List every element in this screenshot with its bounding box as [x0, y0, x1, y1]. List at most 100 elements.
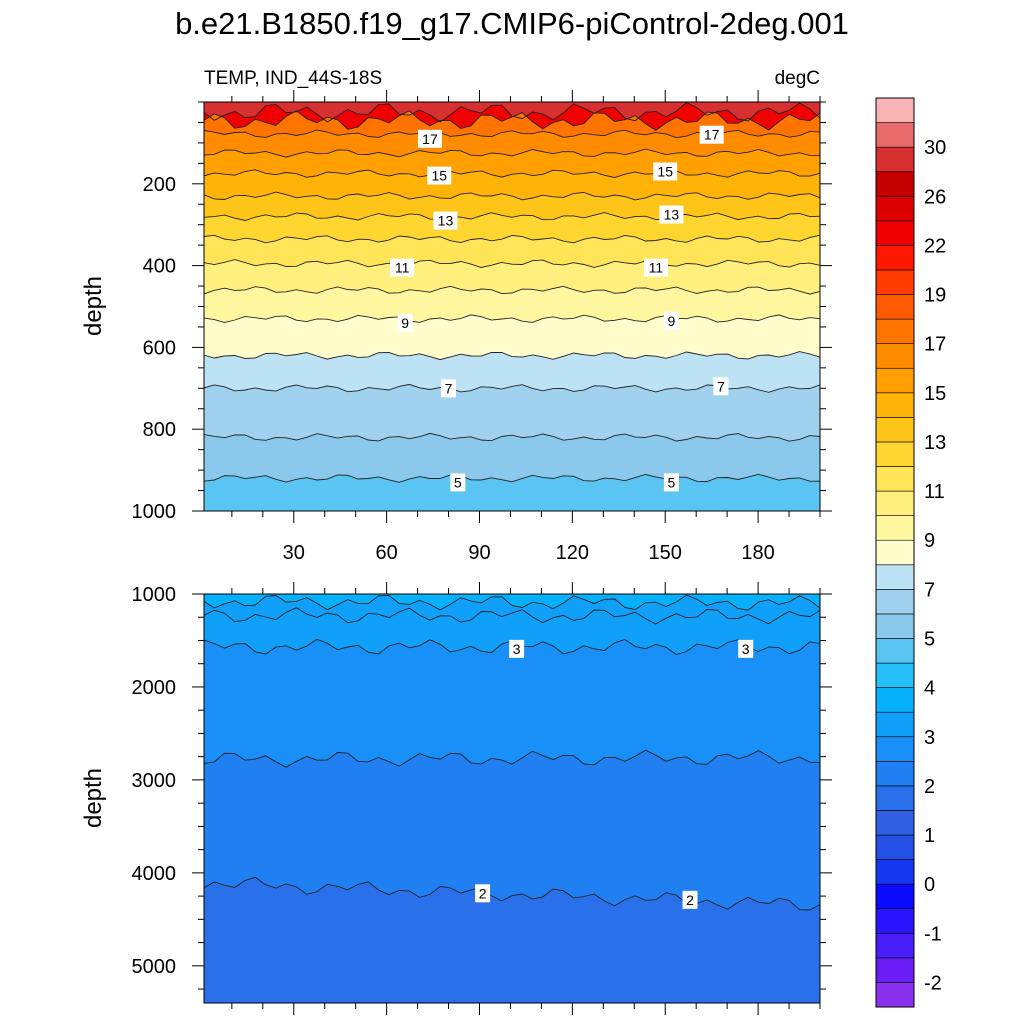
colorbar-legend: -2 -1 0 1 2 3 4 5 7 9 11 13 15 17 19 22 26 30	[875, 97, 946, 1008]
lower-contour-label-4: 2	[682, 890, 698, 909]
upper-contour-label-4: 15	[653, 162, 678, 181]
svg-text:3: 3	[513, 641, 521, 657]
upper-isotherm-line-4	[204, 148, 820, 158]
svg-text:5: 5	[668, 474, 676, 490]
colorbar-swatch-6	[875, 859, 915, 885]
colorbar-swatch-16	[875, 613, 915, 639]
colorbar-swatch-24	[875, 417, 915, 443]
svg-text:3: 3	[742, 641, 750, 657]
lower-y-tick-label-5: 5000	[132, 956, 177, 978]
colorbar-swatch-18	[875, 564, 915, 590]
lower-isotherm-line-1	[204, 594, 820, 611]
x-axis-ticks: 30 60 90 120 150 180	[231, 90, 821, 564]
x-tick-label-6: 180	[741, 542, 774, 564]
svg-text:2: 2	[479, 885, 487, 901]
upper-contour-label-6: 13	[659, 205, 684, 224]
svg-text:5: 5	[454, 474, 462, 490]
colorbar-swatch-29	[875, 294, 915, 320]
units-subtitle: degC	[775, 68, 820, 89]
colorbar-tick-label-1: -2	[924, 972, 942, 994]
colorbar-swatch-26	[875, 367, 915, 394]
upper-isotherm-line-7	[204, 212, 820, 221]
colorbar-tick-label-16: 22	[924, 235, 946, 257]
lower-temperature-band-5	[204, 749, 820, 911]
colorbar-swatch-11	[875, 736, 915, 762]
upper-isotherm-line-2	[204, 110, 820, 131]
colorbar-tick-label-11: 11	[924, 481, 945, 503]
colorbar-swatch-35	[875, 146, 915, 173]
upper-contour-lines	[204, 102, 820, 483]
x-tick-label-2: 60	[376, 542, 398, 564]
colorbar-swatch-23	[875, 441, 915, 467]
upper-temperature-band-12	[204, 314, 820, 360]
svg-text:13: 13	[438, 213, 454, 229]
lower-y-tick-label-4: 4000	[132, 863, 177, 885]
upper-contour-label-12: 7	[713, 377, 729, 396]
colorbar-tick-label-14: 17	[924, 334, 946, 356]
lower-plot-frame	[203, 593, 821, 1004]
colorbar-swatch-4	[875, 908, 915, 934]
upper-isotherm-line-14	[204, 432, 820, 442]
upper-contour-label-8: 11	[643, 258, 668, 277]
upper-contour-label-11: 7	[441, 379, 457, 398]
colorbar-swatch-9	[875, 785, 915, 811]
upper-isotherm-line-1	[204, 102, 820, 123]
lower-y-tick-label-2: 2000	[132, 677, 177, 699]
upper-contour-label-3: 15	[427, 166, 452, 185]
colorbar-swatch-17	[875, 589, 915, 615]
upper-contour-label-14: 5	[663, 473, 679, 492]
svg-text:7: 7	[445, 380, 453, 396]
lower-y-axis-ticks: 1000 2000 3000 4000 5000	[132, 584, 832, 990]
upper-y-axis-ticks: 200 400 600 800 1000	[132, 101, 832, 523]
colorbar-swatch-12	[875, 711, 915, 738]
svg-text:13: 13	[664, 206, 680, 222]
colorbar-tick-label-7: 4	[924, 678, 935, 700]
svg-text:9: 9	[401, 315, 409, 331]
upper-y-tick-label-1: 200	[143, 174, 176, 196]
upper-contour-label-10: 9	[663, 311, 679, 330]
upper-contour-label-7: 11	[390, 258, 415, 277]
colorbar-swatch-34	[875, 171, 915, 197]
svg-text:15: 15	[431, 168, 447, 184]
colorbar-tick-label-4: 1	[924, 825, 935, 847]
colorbar-swatch-33	[875, 195, 915, 222]
colorbar-tick-label-6: 3	[924, 727, 935, 749]
colorbar-swatch-14	[875, 662, 915, 688]
colorbar-swatch-13	[875, 687, 915, 713]
colorbar-tick-label-17: 26	[924, 186, 946, 208]
colorbar-swatch-5	[875, 883, 915, 910]
colorbar-tick-label-10: 9	[924, 530, 935, 552]
colorbar-swatch-22	[875, 466, 915, 492]
colorbar-swatch-7	[875, 834, 915, 860]
x-tick-label-4: 120	[556, 542, 589, 564]
colorbar-swatch-3	[875, 932, 915, 959]
x-tick-label-5: 150	[649, 542, 682, 564]
upper-y-tick-label-2: 400	[143, 256, 176, 278]
svg-text:15: 15	[657, 164, 673, 180]
x-tick-label-3: 90	[468, 542, 490, 564]
colorbar-swatch-21	[875, 490, 915, 516]
colorbar-tick-label-9: 7	[924, 579, 935, 601]
lower-temperature-band-4	[204, 638, 820, 768]
upper-isotherm-line-10	[204, 285, 820, 295]
lower-contour-label-3: 2	[475, 884, 491, 903]
upper-y-tick-label-5: 1000	[132, 501, 177, 523]
colorbar-tick-label-8: 5	[924, 628, 935, 650]
colorbar-swatch-36	[875, 122, 915, 148]
lower-y-axis-label: depth	[80, 768, 107, 828]
lower-contour-label-1: 3	[509, 639, 525, 658]
lower-depth-panel: 3 3 2 2 1000 2000 3000 4000 5000 depth	[80, 582, 832, 1015]
svg-text:11: 11	[649, 260, 664, 276]
colorbar-swatch-30	[875, 269, 915, 295]
colorbar-swatch-27	[875, 343, 915, 369]
chart-title: b.e21.B1850.f19_g17.CMIP6-piControl-2deg…	[175, 6, 849, 41]
svg-text:17: 17	[704, 127, 720, 143]
colorbar-tick-label-2: -1	[924, 923, 942, 945]
svg-text:9: 9	[668, 313, 676, 329]
upper-contour-label-13: 5	[450, 473, 466, 492]
lower-y-tick-label-1: 1000	[132, 584, 177, 606]
upper-contour-label-1: 17	[417, 129, 442, 148]
lower-contour-labels: 3 3 2 2	[475, 639, 754, 909]
upper-contour-label-5: 13	[433, 211, 458, 230]
upper-isotherm-line-9	[204, 259, 820, 268]
